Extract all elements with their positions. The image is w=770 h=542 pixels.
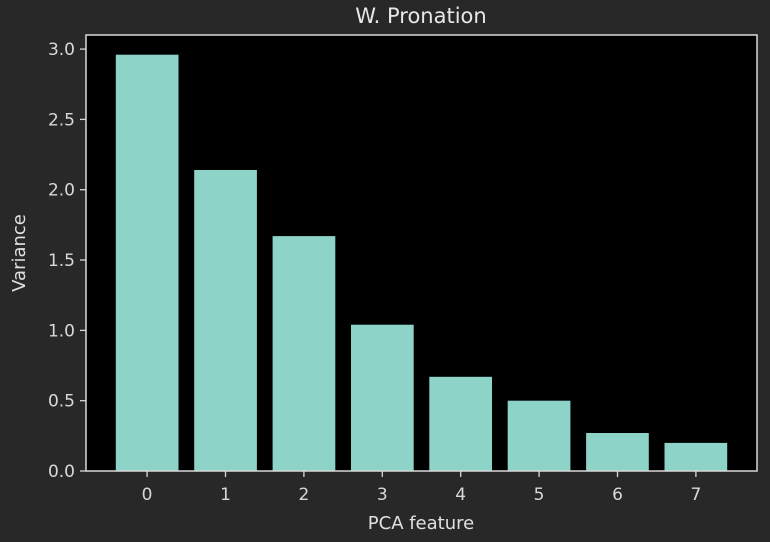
bar-6 (586, 433, 649, 471)
y-tick-label-2.0: 2.0 (48, 181, 75, 201)
y-tick-label-1.0: 1.0 (48, 321, 75, 341)
y-axis-label: Variance (9, 214, 30, 292)
x-tick-label-5: 5 (534, 485, 545, 505)
x-tick-label-4: 4 (455, 485, 466, 505)
bar-1 (194, 170, 257, 471)
bars-group (115, 54, 728, 471)
x-tick-label-7: 7 (690, 485, 701, 505)
bar-5 (507, 400, 571, 471)
y-tick-label-3.0: 3.0 (48, 40, 75, 60)
bar-3 (351, 324, 414, 471)
y-tick-label-1.5: 1.5 (48, 251, 75, 271)
y-tick-label-0.5: 0.5 (48, 392, 75, 412)
x-tick-label-2: 2 (298, 485, 309, 505)
x-axis-label: PCA feature (368, 513, 474, 534)
plot-area (86, 35, 757, 471)
y-axis-ticks: 0.0 0.5 1.0 1.5 2.0 2.5 3.0 (48, 40, 86, 482)
bar-7 (664, 442, 728, 471)
plot-frame (85, 34, 758, 472)
bar-0 (115, 54, 179, 471)
y-tick-label-2.5: 2.5 (48, 110, 75, 130)
x-tick-label-6: 6 (612, 485, 623, 505)
x-tick-label-1: 1 (220, 485, 231, 505)
bar-2 (272, 236, 336, 471)
x-tick-label-0: 0 (142, 485, 153, 505)
x-tick-label-3: 3 (377, 485, 388, 505)
y-tick-label-0.0: 0.0 (48, 462, 75, 482)
bar-4 (429, 376, 492, 471)
x-axis-ticks: 0 1 2 3 4 5 6 7 (142, 471, 701, 505)
chart-title: W. Pronation (355, 4, 486, 28)
